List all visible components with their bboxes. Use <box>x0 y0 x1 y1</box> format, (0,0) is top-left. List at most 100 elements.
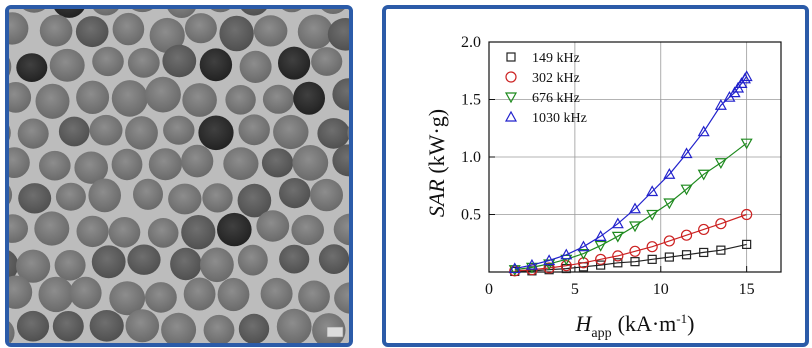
nanoparticle <box>347 125 349 140</box>
nanoparticle <box>148 148 182 181</box>
y-tick-label: 2.0 <box>461 34 481 51</box>
chart-legend: 149 kHz 302 kHz 676 kHz 1030 kHz <box>504 51 587 126</box>
data-point-square <box>647 254 657 264</box>
nanoparticle <box>125 309 160 343</box>
nanoparticle <box>89 114 123 146</box>
nanoparticle <box>54 249 86 281</box>
nanoparticle <box>16 249 51 283</box>
data-point-square <box>664 252 674 262</box>
data-point-triangle-down <box>680 184 693 196</box>
nanoparticle <box>145 76 181 113</box>
nanoparticle <box>298 280 330 313</box>
nanoparticle <box>217 277 250 312</box>
legend-label: 676 kHz <box>532 91 580 106</box>
data-point-triangle-down <box>663 198 676 210</box>
nanoparticle <box>9 214 28 243</box>
data-point-square <box>630 257 640 267</box>
data-point-circle <box>505 71 517 83</box>
data-point-triangle-up <box>577 240 590 252</box>
series-line <box>514 213 747 272</box>
nanoparticle <box>111 148 143 181</box>
nanoparticle <box>200 247 234 283</box>
data-point-triangle-down <box>594 240 607 252</box>
nanoparticle <box>163 115 195 145</box>
nanoparticle <box>241 9 267 16</box>
data-point-triangle-up <box>697 125 710 137</box>
nanoparticle <box>23 9 46 13</box>
nanoparticle <box>127 47 160 78</box>
series-149-khz <box>510 239 752 277</box>
nanoparticle <box>93 9 119 16</box>
x-axis-title-main: H <box>575 311 593 336</box>
data-point-triangle-down <box>740 138 753 150</box>
data-point-triangle-down <box>646 209 659 221</box>
data-point-triangle-down <box>628 221 642 233</box>
nanoparticle <box>49 48 85 82</box>
nanoparticle <box>92 46 124 77</box>
nanoparticle <box>219 15 254 52</box>
data-point-circle <box>680 229 693 241</box>
nanoparticle <box>145 282 177 313</box>
nanoparticle <box>239 50 272 83</box>
nanoparticle <box>182 83 217 117</box>
x-axis-title-units: (kA·m <box>618 311 677 336</box>
nanoparticle <box>310 178 343 212</box>
nanoparticle <box>89 310 124 342</box>
nanoparticle <box>9 147 30 178</box>
nanoparticle <box>161 312 197 343</box>
nanoparticle <box>55 182 86 211</box>
nanoparticle <box>91 245 126 279</box>
data-point-triangle-up <box>560 248 573 260</box>
nanoparticle <box>112 12 145 46</box>
data-point-circle <box>741 208 753 221</box>
data-point-triangle-down <box>714 158 727 169</box>
data-point-square <box>613 258 623 268</box>
series-line <box>514 142 747 271</box>
data-point-circle <box>629 245 641 257</box>
tem-micrograph <box>9 9 349 343</box>
sar-chart-panel: 0 5 10 15 0.5 1.0 1.5 2.0 149 kHz 302 kHz 676 kHz… <box>382 5 809 347</box>
y-tick-label: 0.5 <box>461 207 481 224</box>
nanoparticle <box>203 314 235 343</box>
nanoparticle <box>9 57 12 76</box>
nanoparticle <box>16 53 48 82</box>
nanoparticle <box>76 215 109 248</box>
data-point-square <box>742 239 752 249</box>
nanoparticle <box>181 215 216 250</box>
nanoparticle <box>332 78 349 111</box>
nanoparticle <box>38 276 74 313</box>
x-axis-title-sup: -1 <box>676 311 687 326</box>
legend-label: 1030 kHz <box>532 111 587 126</box>
nanoparticle <box>199 48 233 82</box>
nanoparticle <box>127 244 161 275</box>
nanoparticle <box>183 277 216 311</box>
data-point-circle <box>543 262 555 274</box>
nanoparticle <box>238 313 270 343</box>
data-point-triangle-up <box>525 258 538 270</box>
nanoparticle <box>9 82 32 113</box>
nanoparticle <box>39 14 73 47</box>
nanoparticle <box>279 244 310 274</box>
nanoparticle <box>9 250 19 281</box>
y-axis-title: SAR (kW·g) <box>424 109 449 217</box>
nanoparticle <box>238 114 270 146</box>
x-axis-title: Happ (kA·m-1) <box>575 311 695 341</box>
data-point-square <box>544 265 554 275</box>
legend-label: 149 kHz <box>532 51 580 66</box>
nanoparticle <box>162 44 197 78</box>
x-tick-label: 5 <box>571 281 579 298</box>
x-axis-title-close: ) <box>687 311 694 336</box>
nanoparticle <box>108 217 141 248</box>
nanoparticle <box>18 183 52 214</box>
nanoparticle <box>282 9 302 13</box>
nanoparticle <box>58 116 90 147</box>
nanoparticle <box>111 80 148 117</box>
data-point-triangle-up <box>504 110 518 122</box>
data-point-triangle-up <box>508 262 521 274</box>
y-tick-label: 1.5 <box>461 92 481 109</box>
data-point-triangle-up <box>646 185 659 197</box>
scale-bar <box>326 326 344 338</box>
nanoparticle <box>9 12 29 45</box>
nanoparticle <box>17 118 49 149</box>
nanoparticle <box>327 18 349 51</box>
